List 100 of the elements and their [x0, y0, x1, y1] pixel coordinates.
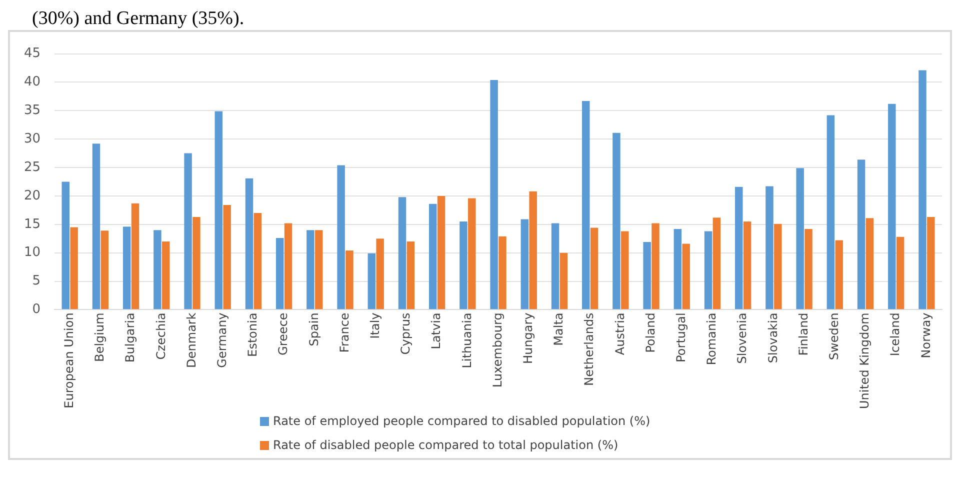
bar: [284, 223, 292, 310]
bar: [498, 236, 506, 310]
y-tick-label: 5: [32, 274, 41, 289]
x-tick-label: Czechia: [154, 312, 168, 360]
y-tick-label: 25: [24, 160, 41, 175]
x-tick-label: Lithuania: [460, 312, 474, 368]
bar: [582, 100, 590, 310]
bar: [192, 216, 200, 310]
bar: [376, 238, 384, 310]
y-tick-label: 10: [24, 245, 41, 260]
x-tick-label: Malta: [552, 312, 566, 346]
bar: [612, 132, 620, 310]
x-tick-label: Belgium: [92, 312, 107, 362]
x-tick-label: Austria: [612, 312, 627, 356]
x-tick-label: United Kingdom: [858, 312, 872, 410]
bar: [62, 182, 70, 310]
x-tick-label: Greece: [276, 312, 290, 356]
x-tick-label: Iceland: [888, 312, 902, 356]
x-tick-label: Bulgaria: [123, 312, 138, 362]
bar: [406, 241, 415, 310]
y-tick-label: 0: [32, 302, 41, 318]
x-tick-label: Latvia: [429, 312, 444, 350]
bar: [866, 218, 874, 310]
bar: [918, 70, 926, 310]
y-tick-label: 40: [24, 74, 41, 90]
bar: [621, 231, 629, 310]
bar: [122, 226, 131, 310]
bar: [674, 228, 682, 310]
x-tick-label: Estonia: [246, 312, 260, 357]
bar: [551, 223, 560, 310]
x-tick-label: Luxembourg: [490, 312, 504, 388]
bar: [245, 178, 254, 310]
bar: [857, 160, 866, 310]
x-tick-label: Slovenia: [735, 312, 750, 364]
bar: [306, 230, 314, 310]
bar: [314, 230, 323, 310]
bar: [100, 230, 109, 310]
y-tick-label: 20: [24, 188, 41, 204]
x-tick-label: Slovakia: [766, 312, 780, 364]
bar: [735, 186, 743, 310]
bar: [92, 144, 100, 310]
x-tick-label: Netherlands: [582, 312, 596, 386]
x-tick-label: Germany: [214, 312, 229, 368]
x-tick-label: Portugal: [674, 312, 688, 362]
bar: [223, 205, 231, 310]
bar: [337, 165, 345, 310]
bar: [796, 168, 804, 310]
bar: [131, 203, 140, 310]
x-tick-label: Hungary: [521, 312, 535, 364]
legend-label: Rate of employed people compared to disabled population (%): [273, 414, 650, 428]
bar: [428, 204, 437, 310]
x-tick-label: Romania: [704, 312, 719, 366]
y-tick-label: 15: [24, 216, 41, 232]
x-tick-label: Poland: [643, 312, 658, 353]
bar: [184, 153, 192, 310]
bar: [70, 227, 78, 310]
y-tick-label: 35: [24, 103, 41, 118]
bar: [826, 115, 835, 310]
x-tick-label: Cyprus: [398, 312, 413, 355]
bar: [254, 213, 262, 310]
bar: [398, 197, 406, 310]
x-tick-label: Finland: [796, 312, 810, 356]
x-tick-label: France: [337, 312, 352, 353]
bar: [520, 219, 529, 310]
bar: [490, 80, 498, 310]
bar: [162, 241, 170, 310]
bar: [927, 216, 935, 310]
bar: [835, 240, 843, 310]
bar: [888, 104, 896, 310]
bar: [560, 252, 568, 310]
bar: [743, 222, 752, 310]
bar: [346, 250, 354, 310]
legend-label: Rate of disabled people compared to total population (%): [273, 438, 618, 452]
x-tick-label: Italy: [368, 312, 382, 339]
bar: [766, 186, 774, 310]
bar: [774, 224, 782, 310]
bar: [682, 244, 690, 310]
y-tick-label: 45: [24, 46, 41, 62]
bar: [529, 191, 537, 310]
bar: [460, 222, 468, 310]
bar: [368, 253, 376, 310]
bar: [643, 242, 651, 310]
x-tick-label: Norway: [918, 312, 933, 358]
bar: [704, 231, 712, 310]
y-tick-label: 30: [24, 131, 41, 146]
bar: [154, 230, 162, 310]
bar: [590, 228, 598, 310]
bar: [214, 111, 223, 310]
bar: [276, 238, 284, 310]
bar: [468, 198, 476, 310]
bar: [804, 228, 812, 310]
bar: [652, 223, 660, 310]
x-tick-label: Denmark: [184, 312, 198, 368]
bar: [437, 196, 446, 310]
x-tick-label: Spain: [306, 312, 321, 346]
bar: [712, 218, 721, 310]
x-tick-label: European Union: [62, 312, 76, 408]
x-tick-label: Sweden: [827, 312, 842, 360]
text: (30%) and Germany (35%).: [31, 8, 246, 30]
bar: [896, 236, 904, 310]
